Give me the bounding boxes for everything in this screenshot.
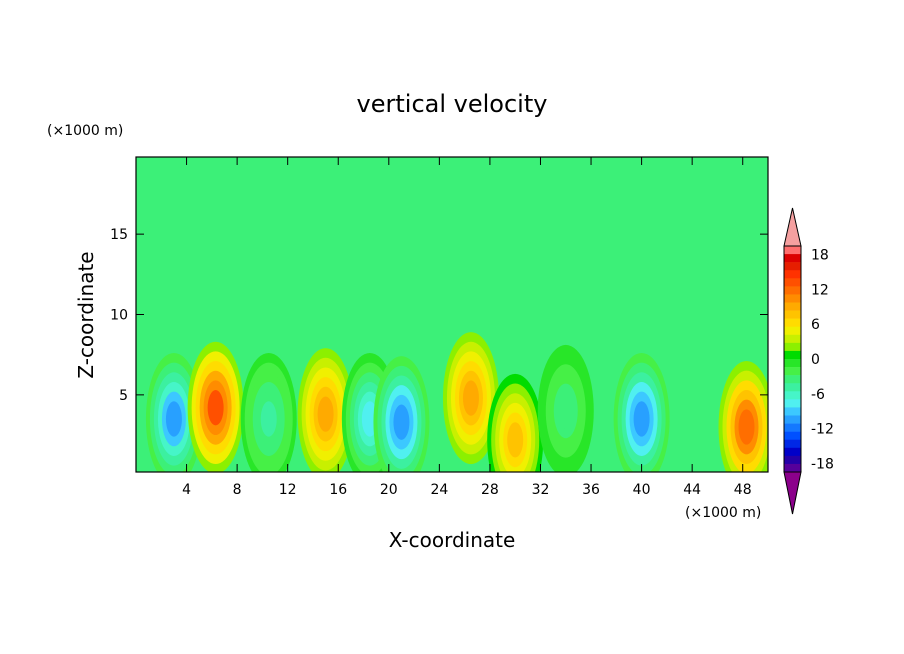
colorbar-tick-label: 0	[811, 352, 820, 368]
colorbar-segment	[784, 254, 801, 263]
contour-band	[317, 396, 334, 432]
contour-cell	[240, 352, 297, 472]
colorbar-segment	[784, 310, 801, 319]
contour-band	[507, 422, 524, 458]
colorbar-segment	[784, 455, 801, 465]
colorbar-segment	[784, 286, 801, 295]
colorbar-tick-label: -6	[811, 387, 825, 403]
colorbar-segment	[784, 415, 801, 424]
colorbar-segment	[784, 326, 801, 336]
x-tick-label: 4	[182, 482, 191, 498]
x-axis-label: X-coordinate	[389, 528, 516, 552]
x-tick-label: 48	[734, 482, 752, 498]
colorbar-segment	[784, 447, 801, 457]
colorbar-segment	[784, 334, 801, 344]
x-tick-label: 28	[481, 482, 499, 498]
x-tick-label: 12	[279, 482, 297, 498]
colorbar-segment	[784, 407, 801, 416]
x-tick-label: 44	[683, 482, 701, 498]
colorbar-segment	[784, 262, 801, 271]
colorbar-tick-label: 18	[811, 248, 829, 264]
x-tick-label: 20	[380, 482, 398, 498]
colorbar-segment	[784, 246, 801, 255]
contour-band	[633, 401, 650, 437]
y-tick-label: 10	[110, 308, 128, 324]
x-tick-label: 40	[633, 482, 651, 498]
x-axis: 4 8 12 16 20 24 28 32 36 40 44 48	[182, 157, 752, 498]
x-tick-label: 32	[532, 482, 550, 498]
colorbar-tick-label: 6	[811, 317, 820, 333]
colorbar-segment	[784, 367, 801, 376]
contour-band	[165, 401, 182, 437]
contour-cell	[187, 341, 244, 472]
colorbar-segment	[784, 294, 801, 303]
y-tick-label: 15	[110, 227, 128, 243]
colorbar-segment	[784, 342, 801, 352]
y-axis: 5 10 15	[110, 227, 768, 404]
colorbar-segment	[784, 278, 801, 287]
contour-band	[462, 380, 479, 416]
colorbar-segment	[784, 318, 801, 328]
contour-cell	[373, 356, 430, 472]
x-tick-label: 16	[329, 482, 347, 498]
chart-title: vertical velocity	[357, 90, 548, 118]
x-tick-label: 36	[582, 482, 600, 498]
y-tick-label: 5	[119, 388, 128, 404]
contour-band	[260, 401, 277, 437]
colorbar-segment	[784, 270, 801, 279]
colorbar-min-triangle	[783, 471, 802, 515]
colorbar-tick-label: 12	[811, 282, 829, 298]
colorbar-tick-label: -12	[811, 422, 834, 438]
colorbar-segment	[784, 431, 801, 441]
colorbar-segment	[784, 391, 801, 400]
y-axis-label: Z-coordinate	[74, 251, 98, 378]
colorbar-segment	[784, 463, 801, 473]
contour-cell	[442, 332, 499, 465]
contour-cell	[145, 352, 202, 472]
colorbar-segment	[784, 439, 801, 449]
colorbar-segment	[784, 399, 801, 408]
y-unit-label: (×1000 m)	[47, 123, 123, 139]
colorbar-segment	[784, 350, 801, 360]
contour-cell	[718, 361, 768, 472]
colorbar-segment	[784, 423, 801, 432]
contour-band	[557, 393, 574, 429]
colorbar-segment	[784, 375, 801, 384]
colorbar-max-triangle	[783, 207, 802, 247]
x-unit-label: (×1000 m)	[685, 505, 761, 521]
x-tick-label: 24	[430, 482, 448, 498]
contour-cell	[537, 344, 594, 472]
contour-band	[393, 404, 410, 440]
contour-band	[738, 409, 755, 445]
colorbar: 18 12 6 0 -6 -12 -18	[783, 207, 834, 515]
plot-area	[136, 157, 768, 472]
contour-band	[207, 390, 224, 426]
colorbar-tick-label: -18	[811, 456, 834, 472]
x-tick-label: 8	[233, 482, 242, 498]
contour-cell	[487, 373, 544, 472]
contour-cell	[297, 348, 354, 472]
colorbar-segment	[784, 383, 801, 392]
colorbar-segment	[784, 302, 801, 311]
contour-cell	[613, 352, 670, 472]
colorbar-segment	[784, 359, 801, 368]
